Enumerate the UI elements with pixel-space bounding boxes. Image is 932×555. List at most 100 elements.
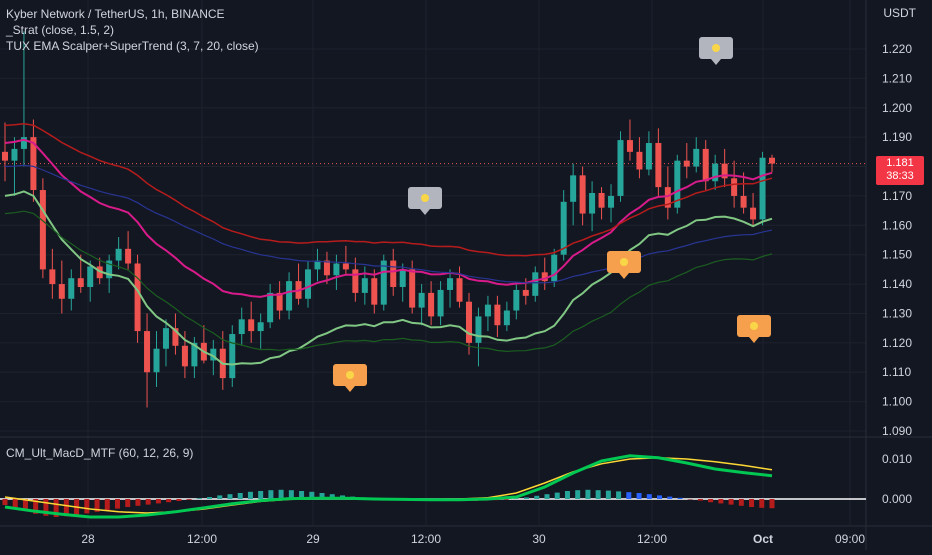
candle-body [741,196,747,208]
macd-bar [555,493,560,499]
macd-bar [156,499,161,503]
macd-bar [146,499,151,505]
candle-body [589,193,595,214]
crown-marker-icon [699,37,733,65]
hammer-marker-icon [607,251,641,279]
marker-pointer [711,59,721,65]
candle-body [182,346,188,367]
macd-bar [187,499,192,500]
candle-body [258,322,264,331]
macd-bar [115,499,120,509]
macd-bar [575,490,580,499]
candle-body [135,264,141,332]
candle-body [49,269,55,284]
time-tick-label: 12:00 [637,532,667,546]
candle-body [59,284,65,299]
macd-bar [718,499,723,503]
macd-bar [606,491,611,499]
macd-bar [770,499,775,508]
macd-bar [176,499,181,501]
candle-body [428,293,434,317]
candle-body [447,278,453,290]
macd-bar [207,497,212,499]
crown-marker-icon [408,187,442,215]
macd-tick-label: 0.010 [882,452,912,466]
candle-body [248,319,254,331]
candle-body [125,249,131,264]
candle-body [390,261,396,287]
candle-body [409,269,415,307]
marker-pointer [345,386,355,392]
indicator-tux-label[interactable]: TUX EMA Scalper+SuperTrend (3, 7, 20, cl… [6,38,259,54]
candle-body [693,149,699,167]
macd-bar [739,499,744,506]
candle-body [703,149,709,181]
time-tick-label: 09:00 [835,532,865,546]
marker-glyph [421,194,429,202]
last-price-badge: 1.181 38:33 [876,156,924,185]
candle-body [11,149,17,161]
macd-bar [759,499,764,508]
macd-main-line [5,456,772,517]
candle-body [116,249,122,261]
candle-body [333,264,339,276]
candle-body [324,261,330,276]
candle-body [485,305,491,317]
marker-pointer [749,337,759,343]
price-tick-label: 1.190 [882,130,912,144]
macd-bar [105,499,110,510]
candle-body [684,161,690,167]
macd-histogram [3,490,775,517]
marker-pointer [619,273,629,279]
candle-body [267,293,273,322]
candle-body [154,349,160,373]
macd-bar [545,494,550,499]
macd-signal-line [5,458,772,513]
candle-body [627,140,633,152]
macd-title[interactable]: CM_Ult_MacD_MTF (60, 12, 26, 9) [6,446,193,460]
currency-label[interactable]: USDT [883,6,916,20]
symbol-title[interactable]: Kyber Network / TetherUS, 1h, BINANCE [6,6,259,22]
macd-bar [657,495,662,499]
time-tick-label: 12:00 [187,532,217,546]
chart-header: Kyber Network / TetherUS, 1h, BINANCE _S… [6,6,259,54]
macd-bar [217,495,222,499]
marker-glyph [346,371,354,379]
macd-bar [125,499,130,507]
price-tick-label: 1.220 [882,42,912,56]
candle-body [760,158,766,220]
price-tick-label: 1.150 [882,248,912,262]
macd-tick-label: 0.000 [882,492,912,506]
candle-body [78,278,84,287]
candle-body [457,278,463,302]
candle-body [87,266,93,287]
price-tick-label: 1.210 [882,71,912,85]
candle-body [599,193,605,208]
candle-body [513,290,519,311]
macd-bar [248,492,253,499]
indicator-strat-label[interactable]: _Strat (close, 1.5, 2) [6,22,259,38]
price-tick-label: 1.160 [882,218,912,232]
candle-body [400,269,406,287]
macd-bar [166,499,171,502]
macd-bar [565,491,570,499]
macd-bar [534,496,539,499]
macd-bar [238,493,243,499]
macd-bar [585,490,590,499]
marker-glyph [750,322,758,330]
price-tick-label: 1.130 [882,306,912,320]
candle-body [504,311,510,326]
macd-bar [135,499,140,506]
candle-body [419,293,425,308]
candle-body [655,143,661,187]
macd-bar [637,493,642,499]
time-tick-label: 30 [532,532,546,546]
price-axis: 1.2201.2101.2001.1901.1801.1701.1601.150… [882,42,912,506]
time-tick-label: 29 [306,532,320,546]
price-tick-label: 1.200 [882,101,912,115]
macd-bar [258,491,263,499]
time-tick-label: Oct [753,532,773,546]
candle-body [769,158,775,164]
